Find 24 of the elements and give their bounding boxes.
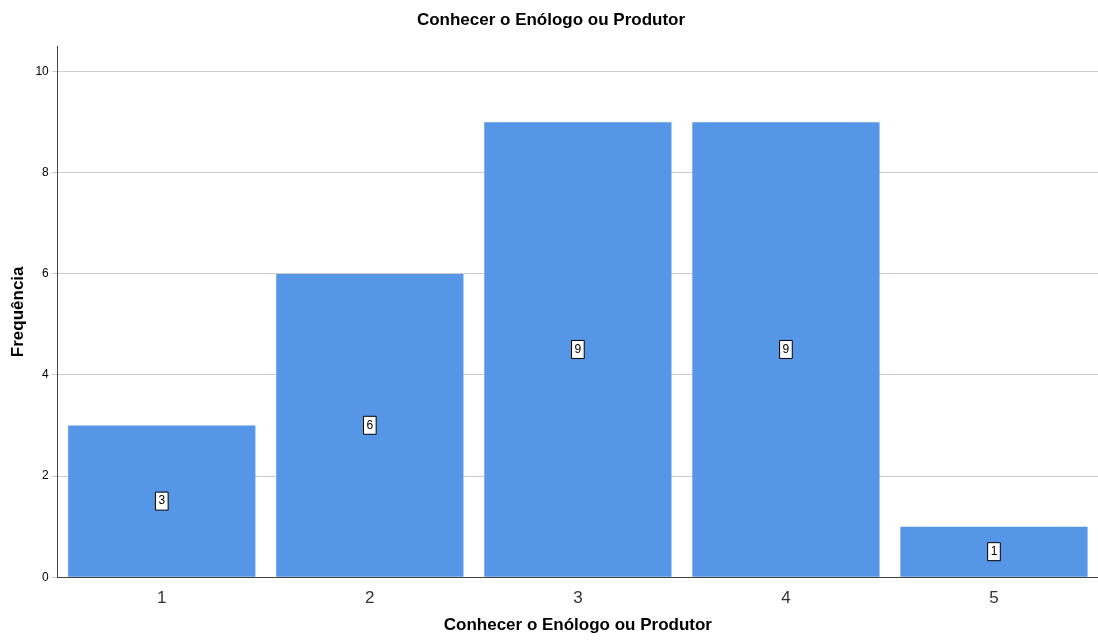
data-label: 1: [990, 543, 998, 558]
bar: [692, 122, 880, 577]
y-tick-label: 10: [35, 63, 50, 78]
bar: [68, 425, 256, 577]
y-tick-label: 2: [42, 468, 50, 483]
x-tick-label: 2: [365, 588, 375, 608]
y-tick-label: 8: [42, 165, 50, 180]
bar: [484, 122, 672, 577]
data-label: 9: [574, 341, 582, 356]
y-tick-label: 6: [42, 266, 50, 281]
y-tick-label: 4: [42, 367, 50, 382]
x-tick-label: 3: [573, 588, 583, 608]
x-tick-label: 1: [157, 588, 167, 608]
x-axis-title: Conhecer o Enólogo ou Produtor: [443, 615, 713, 635]
chart-title: Conhecer o Enólogo ou Produtor: [416, 9, 686, 29]
y-tick-label: 0: [42, 569, 50, 584]
x-tick-label: 4: [781, 588, 791, 608]
data-label: 9: [782, 341, 790, 356]
bar: [900, 526, 1088, 577]
x-tick-label: 5: [989, 588, 999, 608]
bar: [276, 273, 464, 577]
data-label: 3: [158, 493, 166, 508]
y-axis-title: Frequência: [7, 265, 27, 358]
data-label: 6: [366, 417, 374, 432]
